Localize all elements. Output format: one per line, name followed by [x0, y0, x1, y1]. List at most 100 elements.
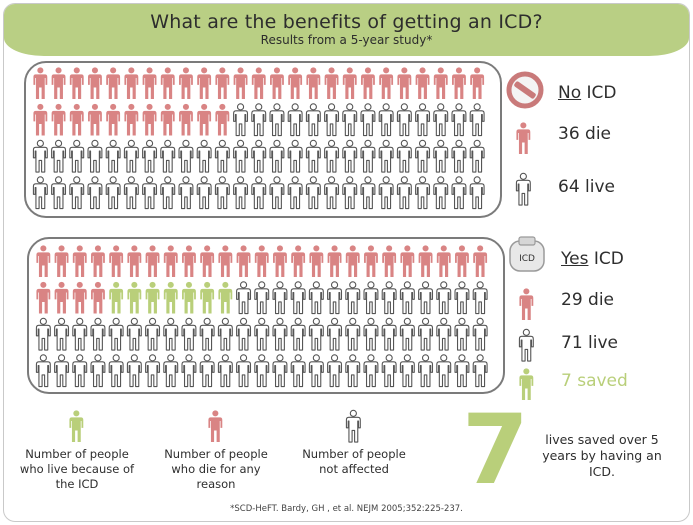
- citation-footnote: *SCD-HeFT. Bardy, GH , et al. NEJM 2005;…: [230, 504, 463, 514]
- live-person-figure: [381, 354, 397, 388]
- live-person-figure: [142, 139, 158, 173]
- no-icd-live-count: 64 live: [558, 177, 616, 197]
- live-person-figure: [378, 176, 394, 210]
- live-person-figure: [396, 103, 412, 137]
- die-person-figure: [473, 245, 488, 278]
- die-person-figure: [163, 245, 178, 278]
- die-person-figure: [197, 103, 212, 136]
- live-person-figure: [160, 176, 176, 210]
- die-person-figure: [382, 245, 397, 278]
- die-person-figure: [418, 245, 433, 278]
- die-person-figure: [197, 67, 212, 100]
- die-person-figure: [88, 67, 102, 100]
- live-person-figure: [345, 317, 361, 351]
- live-person-figure: [469, 103, 485, 137]
- live-person-figure: [308, 317, 324, 351]
- die-person-figure: [452, 67, 466, 100]
- live-person-figure: [436, 317, 452, 351]
- live-person-figure: [123, 139, 139, 173]
- live-person-figure: [363, 281, 379, 315]
- legend-saved-text: Number of people who live because of the…: [19, 447, 135, 491]
- live-person-figure: [308, 354, 324, 388]
- saved-person-figure: [109, 281, 124, 314]
- live-person-figure: [178, 139, 194, 173]
- live-person-figure: [251, 103, 267, 137]
- live-person-figure: [108, 317, 124, 351]
- live-person-figure: [345, 409, 361, 443]
- die-person-figure: [33, 67, 48, 100]
- die-person-figure: [33, 103, 48, 136]
- die-person-icon: [516, 122, 531, 155]
- die-person-figure: [215, 103, 230, 136]
- live-person-figure: [254, 281, 270, 315]
- live-person-figure: [123, 176, 139, 210]
- live-person-figure: [418, 317, 434, 351]
- page-subtitle: Results from a 5-year study*: [260, 33, 433, 47]
- live-person-figure: [360, 139, 376, 173]
- live-person-figure: [269, 103, 285, 137]
- live-person-figure: [305, 103, 321, 137]
- live-person-figure: [287, 103, 303, 137]
- live-person-figure: [69, 176, 85, 210]
- die-person-figure: [397, 67, 412, 100]
- die-person-figure: [306, 67, 321, 100]
- live-person-figure: [145, 354, 161, 388]
- die-person-figure: [160, 67, 175, 100]
- die-person-figure: [251, 67, 266, 100]
- live-person-figure: [272, 317, 288, 351]
- die-person-figure: [160, 103, 175, 136]
- legend-unaffected-text: Number of people not affected: [302, 447, 406, 476]
- live-person-figure: [451, 139, 467, 173]
- saved-person-figure: [218, 281, 233, 314]
- die-person-figure: [436, 245, 451, 278]
- die-person-figure: [433, 67, 448, 100]
- live-person-icon: [515, 172, 531, 206]
- live-person-figure: [327, 281, 343, 315]
- live-person-figure: [290, 354, 306, 388]
- die-person-figure: [415, 67, 430, 100]
- live-person-figure: [214, 176, 230, 210]
- die-person-icon: [519, 288, 534, 321]
- die-person-figure: [516, 122, 531, 155]
- die-person-figure: [54, 281, 69, 314]
- live-person-figure: [269, 176, 285, 210]
- die-person-figure: [342, 67, 357, 100]
- live-person-figure: [160, 139, 176, 173]
- die-person-figure: [142, 67, 157, 100]
- saved-person-icon: [519, 368, 534, 401]
- live-person-figure: [69, 139, 85, 173]
- live-person-figure: [290, 281, 306, 315]
- live-person-figure: [399, 354, 415, 388]
- die-person-figure: [273, 245, 287, 278]
- no-icd-label: No ICD: [558, 83, 617, 103]
- live-person-figure: [126, 354, 142, 388]
- live-person-figure: [396, 139, 412, 173]
- live-person-figure: [72, 317, 88, 351]
- live-person-figure: [142, 176, 158, 210]
- live-person-figure: [415, 103, 431, 137]
- yes-icd-die-count: 29 die: [561, 290, 615, 310]
- live-person-figure: [145, 317, 161, 351]
- icd-device-label: ICD: [519, 254, 535, 264]
- live-person-icon: [345, 409, 361, 443]
- live-person-figure: [433, 103, 449, 137]
- live-person-figure: [269, 139, 285, 173]
- die-person-figure: [233, 67, 248, 100]
- live-person-figure: [363, 317, 379, 351]
- saved-person-figure: [163, 281, 178, 314]
- live-person-figure: [327, 317, 343, 351]
- no-icd-die-count: 36 die: [558, 124, 612, 144]
- die-person-figure: [200, 245, 215, 278]
- die-person-figure: [254, 245, 269, 278]
- saved-person-figure: [69, 410, 84, 443]
- live-person-figure: [35, 317, 51, 351]
- live-person-figure: [436, 354, 452, 388]
- die-person-figure: [215, 67, 230, 100]
- live-person-figure: [515, 172, 531, 206]
- live-person-figure: [126, 317, 142, 351]
- die-person-figure: [109, 245, 124, 278]
- live-person-figure: [163, 317, 179, 351]
- live-person-figure: [518, 328, 534, 362]
- live-person-figure: [236, 317, 252, 351]
